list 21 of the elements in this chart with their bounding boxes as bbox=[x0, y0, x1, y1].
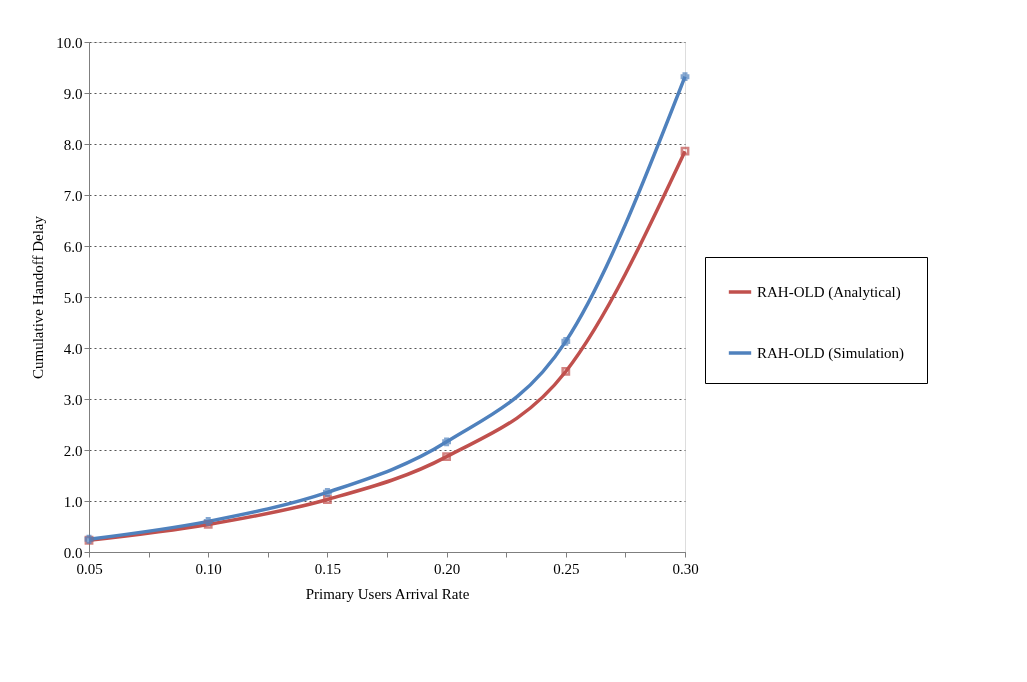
y-tick-label: 10.0 bbox=[56, 34, 83, 51]
x-axis-title: Primary Users Arrival Rate bbox=[305, 585, 470, 602]
y-tick-label: 7.0 bbox=[63, 187, 83, 204]
y-tick-label: 0.0 bbox=[63, 544, 83, 561]
y-tick-label: 6.0 bbox=[63, 238, 83, 255]
x-tick-label: 0.10 bbox=[195, 560, 222, 577]
legend-label: RAH-OLD (Analytical) bbox=[757, 284, 901, 301]
y-tick-label: 5.0 bbox=[63, 289, 83, 306]
x-tick-label: 0.30 bbox=[672, 560, 699, 577]
x-tick-label: 0.20 bbox=[433, 560, 461, 577]
y-tick-label: 1.0 bbox=[63, 493, 83, 510]
x-tick-label: 0.05 bbox=[76, 560, 103, 577]
y-axis-title: Cumulative Handoff Delay bbox=[30, 215, 47, 380]
y-tick-label: 2.0 bbox=[63, 442, 83, 459]
y-tick-label: 9.0 bbox=[63, 85, 83, 102]
y-tick-label: 8.0 bbox=[63, 136, 83, 153]
x-tick-label: 0.25 bbox=[553, 560, 580, 577]
legend-label: RAH-OLD (Simulation) bbox=[757, 345, 905, 362]
y-tick-label: 3.0 bbox=[63, 391, 83, 408]
x-tick-label: 0.15 bbox=[314, 560, 342, 577]
y-tick-label: 4.0 bbox=[63, 340, 83, 357]
